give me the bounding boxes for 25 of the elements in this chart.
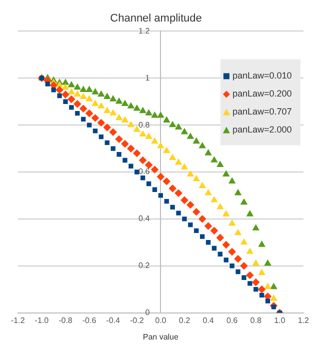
x-axis-title: Pan value: [142, 332, 179, 342]
x-tick-label: -1.0: [34, 316, 50, 325]
legend-label: panLaw=0.200: [232, 88, 292, 99]
x-tick-label: 1.0: [274, 316, 286, 325]
y-tick-label: 0.2: [138, 261, 150, 270]
x-tick-label: -1.2: [10, 316, 26, 325]
y-tick-label: 1: [145, 73, 150, 82]
x-tick-label: 0.8: [250, 316, 262, 325]
legend-label: panLaw=0.707: [232, 106, 292, 117]
x-tick-label: -0.2: [130, 316, 144, 325]
x-tick-label: -0.8: [58, 316, 73, 325]
x-tick-label: -0.6: [82, 316, 97, 325]
legend-label: panLaw=0.010: [232, 70, 292, 81]
y-tick-label: 0: [145, 308, 150, 318]
x-tick-label: 0.6: [226, 316, 238, 325]
y-tick-label: 0.8: [138, 120, 150, 130]
x-tick-label: 0.2: [178, 316, 191, 325]
y-tick-label: 1.2: [138, 26, 150, 36]
x-tick-label: 0.0: [155, 316, 167, 325]
legend-label: panLaw=2.000: [232, 124, 292, 135]
x-tick-label: 1.2: [298, 316, 310, 325]
chart-title: Channel amplitude: [110, 12, 202, 25]
x-tick-label: 0.4: [202, 316, 214, 325]
x-tick-label: -0.4: [106, 316, 121, 325]
y-tick-label: 0.4: [138, 214, 150, 224]
